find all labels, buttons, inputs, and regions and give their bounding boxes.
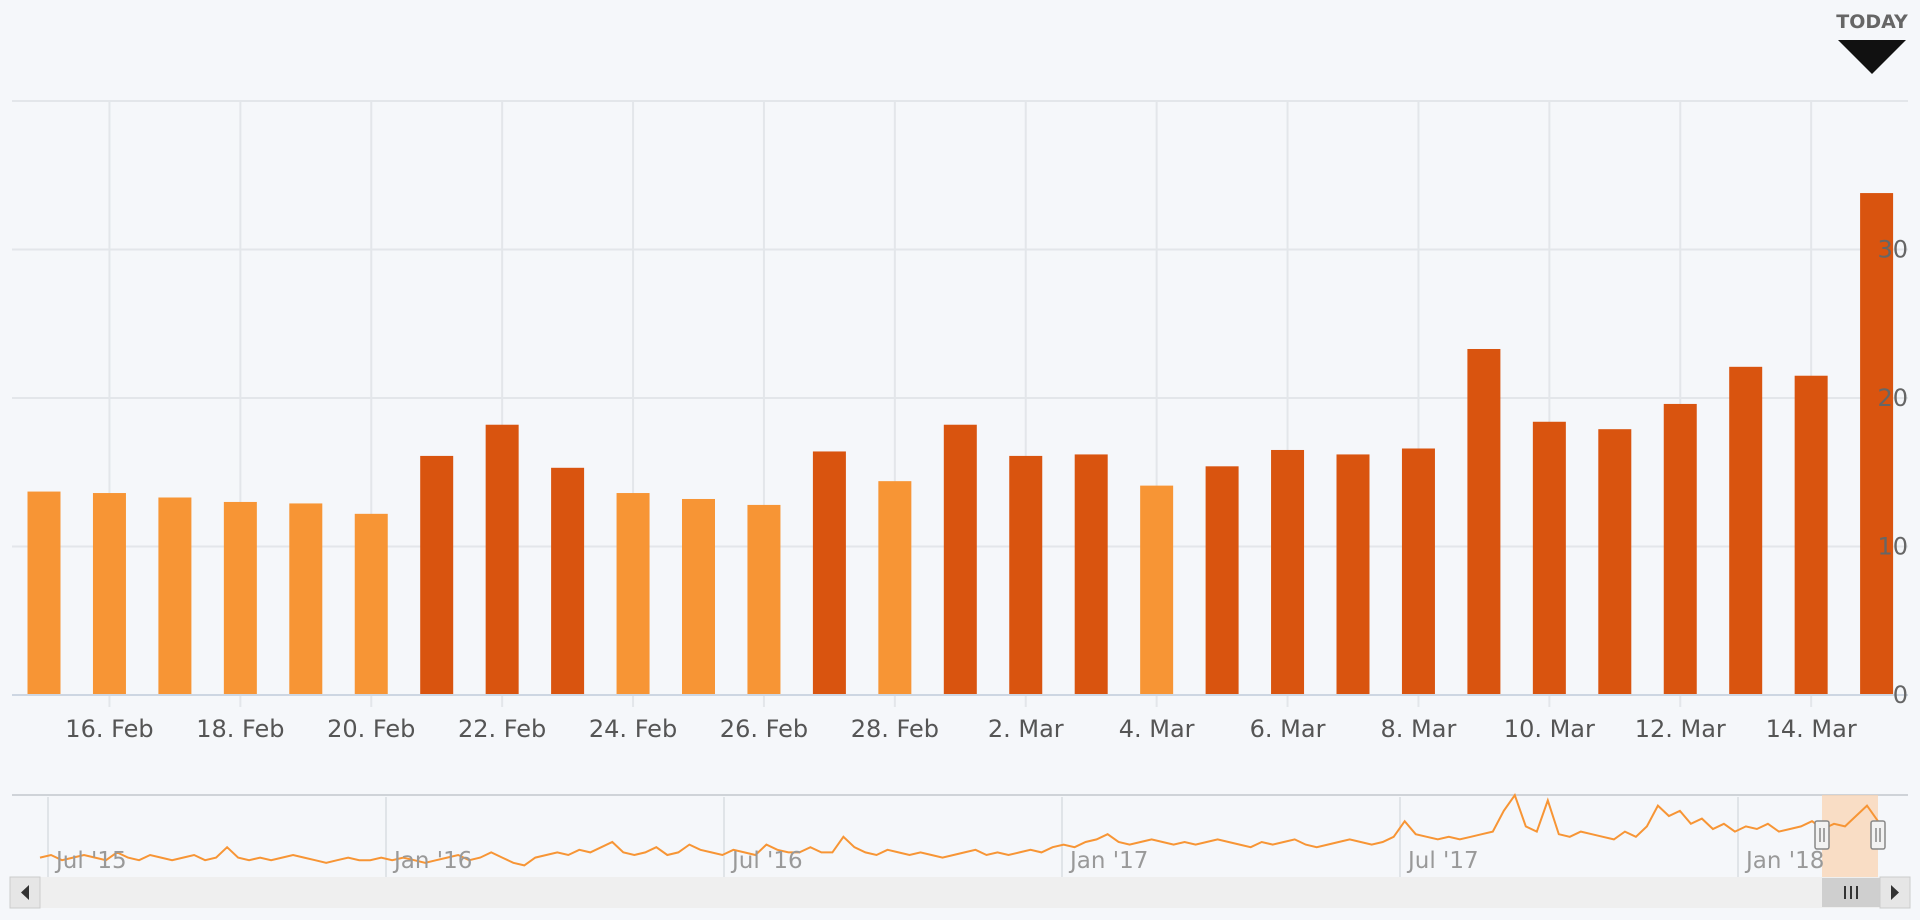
today-marker: TODAY	[1836, 11, 1908, 74]
navigator-grid	[47, 797, 1739, 877]
bar-27-feb[interactable]	[812, 451, 846, 695]
x-tick-label: 14. Mar	[1766, 715, 1857, 743]
bar-15-feb[interactable]	[27, 491, 61, 695]
x-tick-label: 12. Mar	[1635, 715, 1726, 743]
scrollbar[interactable]	[9, 876, 1911, 909]
x-tick-label: 22. Feb	[458, 715, 546, 743]
bar-15-mar[interactable]	[1860, 193, 1894, 695]
bar-7-mar[interactable]	[1336, 454, 1370, 695]
scrollbar-grip-icon	[1844, 886, 1858, 899]
bar-12-mar[interactable]	[1663, 403, 1697, 695]
bar-5-mar[interactable]	[1205, 466, 1239, 695]
bar-18-feb[interactable]	[223, 501, 257, 695]
navigator-label: Jul '15	[54, 848, 127, 874]
bar-17-feb[interactable]	[158, 497, 192, 695]
bar-2-mar[interactable]	[1009, 455, 1043, 695]
x-tick-label: 20. Feb	[327, 715, 415, 743]
today-arrow-icon	[1838, 40, 1906, 74]
x-axis: 16. Feb 18. Feb 20. Feb 22. Feb 24. Feb 26. F…	[12, 694, 1908, 743]
bar-1-mar[interactable]	[943, 424, 977, 695]
x-tick-label: 8. Mar	[1381, 715, 1457, 743]
navigator-handle-right[interactable]	[1870, 820, 1886, 850]
bar-16-feb[interactable]	[92, 493, 126, 695]
bar-10-mar[interactable]	[1532, 421, 1566, 695]
navigator-label: Jul '16	[730, 848, 803, 874]
bar-28-feb[interactable]	[878, 481, 912, 695]
bars-layer	[27, 193, 1894, 695]
x-tick-label: 16. Feb	[65, 715, 153, 743]
bar-9-mar[interactable]	[1467, 348, 1501, 695]
scrollbar-track[interactable]	[10, 877, 1910, 908]
navigator-handle-left[interactable]	[1814, 820, 1830, 850]
arrow-right-icon	[1891, 885, 1899, 900]
arrow-left-icon	[21, 885, 29, 900]
bar-24-feb[interactable]	[616, 493, 650, 695]
x-tick-label: 24. Feb	[589, 715, 677, 743]
bar-21-feb[interactable]	[420, 455, 454, 695]
bar-6-mar[interactable]	[1271, 449, 1305, 695]
bar-22-feb[interactable]	[485, 424, 519, 695]
bar-3-mar[interactable]	[1074, 454, 1108, 695]
navigator-label: Jul '17	[1406, 848, 1479, 874]
navigator-label: Jan '17	[1068, 848, 1148, 874]
x-tick-label: 18. Feb	[196, 715, 284, 743]
scroll-left-button[interactable]	[9, 876, 41, 909]
bar-25-feb[interactable]	[682, 498, 715, 695]
x-tick-label: 28. Feb	[851, 715, 939, 743]
scroll-right-button[interactable]	[1879, 876, 1911, 909]
bar-8-mar[interactable]	[1401, 448, 1435, 695]
bar-4-mar[interactable]	[1140, 485, 1174, 695]
y-tick-label: 10	[1877, 533, 1908, 561]
navigator-series-line	[39, 793, 1879, 867]
navigator-selected-range[interactable]	[1822, 795, 1878, 877]
bar-14-mar[interactable]	[1794, 375, 1828, 695]
x-tick-label: 10. Mar	[1504, 715, 1595, 743]
bar-23-feb[interactable]	[551, 467, 585, 695]
x-tick-label: 4. Mar	[1119, 715, 1195, 743]
x-tick-label: 26. Feb	[720, 715, 808, 743]
navigator-label: Jan '16	[392, 848, 472, 874]
bar-19-feb[interactable]	[289, 503, 323, 695]
y-axis: 0 10 20 30	[1877, 236, 1908, 710]
y-tick-label: 20	[1877, 384, 1908, 412]
navigator-label: Jan '18	[1744, 848, 1824, 874]
today-label: TODAY	[1836, 11, 1908, 33]
bar-11-mar[interactable]	[1598, 429, 1632, 695]
x-tick-label: 2. Mar	[988, 715, 1064, 743]
bar-20-feb[interactable]	[354, 513, 388, 695]
navigator-labels: Jul '15 Jan '16 Jul '16 Jan '17 Jul '17 Jan '…	[54, 848, 1824, 874]
y-tick-label: 30	[1877, 236, 1908, 264]
x-tick-label: 6. Mar	[1250, 715, 1326, 743]
navigator: Jul '15 Jan '16 Jul '16 Jan '17 Jul '17 Jan '…	[12, 793, 1908, 877]
bar-26-feb[interactable]	[747, 504, 781, 695]
y-tick-label: 0	[1893, 681, 1908, 709]
bar-13-mar[interactable]	[1729, 366, 1763, 695]
